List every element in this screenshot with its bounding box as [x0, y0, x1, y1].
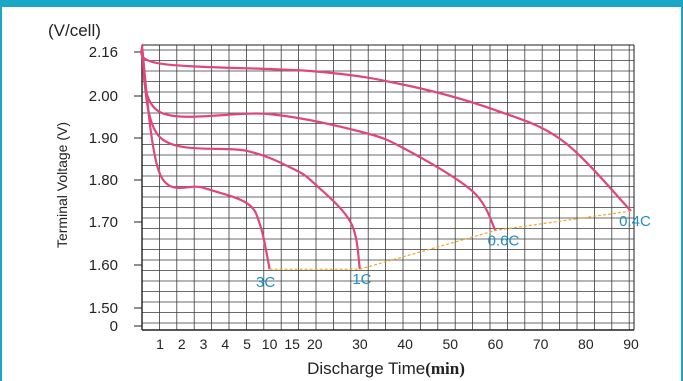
y-tick-labels: 2.16 2.00 1.90 1.80 1.70 1.60 1.500	[89, 44, 142, 335]
end-voltage-line	[269, 210, 632, 270]
discharge-curve	[140, 47, 271, 270]
x-tick-label: 30	[352, 336, 368, 352]
x-tick-label: 70	[533, 336, 549, 352]
curves	[140, 43, 632, 270]
axes	[141, 44, 635, 331]
x-tick-label: 80	[578, 336, 594, 352]
x-tick-label: 1	[156, 336, 164, 352]
discharge-curve	[140, 47, 497, 231]
y-tick-label: 1.50	[89, 300, 118, 317]
frame-top-bar	[0, 0, 683, 7]
y-tick-label: 0	[110, 318, 118, 335]
y-tick-label: 1.90	[89, 130, 118, 147]
x-tick-labels: 1 2 3 4 5 10 15 20 30 40 50 60 70 80 90	[156, 336, 639, 352]
curve-label: 3C	[256, 274, 275, 291]
y-tick-label: 1.80	[89, 172, 118, 189]
curve-labels: 3C 1C 0.6C 0.4C	[256, 213, 651, 291]
x-tick-label: 90	[623, 336, 639, 352]
x-axis-unit: (min)	[425, 359, 465, 378]
discharge-curve	[140, 47, 361, 270]
x-tick-label: 40	[397, 336, 413, 352]
curve-label: 1C	[352, 271, 371, 288]
x-tick-label: 60	[488, 336, 504, 352]
discharge-curve	[140, 43, 632, 212]
x-tick-label: 5	[243, 336, 251, 352]
frame-right-bar	[681, 0, 683, 381]
x-tick-label: 3	[200, 336, 208, 352]
x-axis-label: Discharge Time(min)	[307, 359, 465, 378]
x-tick-label: 10	[262, 336, 278, 352]
grid	[141, 45, 634, 330]
y-tick-label: 2.16	[89, 44, 118, 61]
frame-left-bar	[0, 0, 2, 381]
x-tick-label: 4	[221, 336, 229, 352]
curve-label: 0.4C	[619, 213, 651, 230]
x-tick-label: 20	[307, 336, 323, 352]
y-unit-label: (V/cell)	[48, 21, 101, 40]
y-tick-label: 1.60	[89, 257, 118, 274]
x-tick-label: 50	[443, 336, 459, 352]
x-tick-label: 2	[178, 336, 186, 352]
y-tick-label: 1.70	[89, 214, 118, 231]
y-axis-label: Terminal Voltage (V)	[54, 122, 70, 248]
curve-label: 0.6C	[488, 232, 520, 249]
y-tick-label: 2.00	[89, 88, 118, 105]
x-tick-label: 15	[284, 336, 300, 352]
x-axis-label-text: Discharge Time	[307, 359, 425, 378]
